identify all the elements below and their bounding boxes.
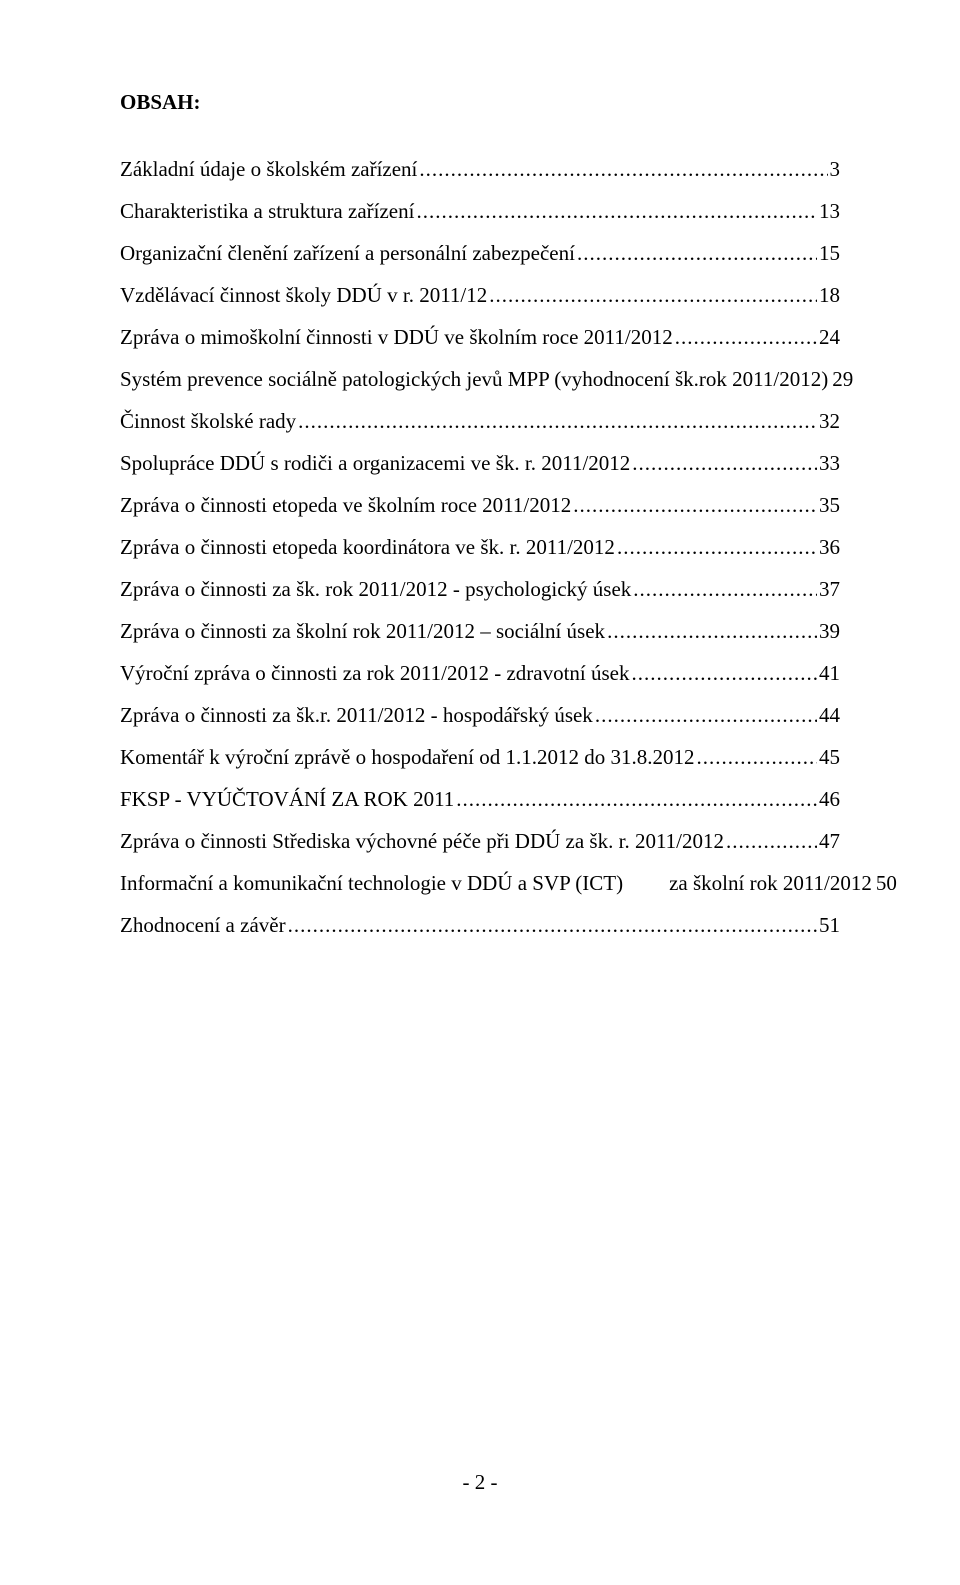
toc-entry-page: 24	[819, 325, 840, 350]
toc-entry-label: FKSP - VYÚČTOVÁNÍ ZA ROK 2011	[120, 787, 454, 812]
toc-entry-page: 35	[819, 493, 840, 518]
toc-entry-label: Zpráva o činnosti za šk.r. 2011/2012 - h…	[120, 703, 593, 728]
toc-entry-label: Zpráva o činnosti Střediska výchovné péč…	[120, 829, 724, 854]
document-page: OBSAH: Základní údaje o školském zařízen…	[0, 0, 960, 1585]
toc-entry: Zpráva o mimoškolní činnosti v DDÚ ve šk…	[120, 325, 840, 350]
toc-entry: Informační a komunikační technologie v D…	[120, 871, 840, 896]
toc-entry-label: Spolupráce DDÚ s rodiči a organizacemi v…	[120, 451, 630, 476]
toc-entry: Komentář k výroční zprávě o hospodaření …	[120, 745, 840, 770]
toc-entry-label: Zpráva o činnosti etopeda koordinátora v…	[120, 535, 615, 560]
toc-leader	[595, 703, 817, 728]
toc-entry-label: Činnost školské rady	[120, 409, 296, 434]
toc-leader	[617, 535, 817, 560]
toc-entry: Zhodnocení a závěr 51	[120, 913, 840, 938]
toc-entry-page: 13	[819, 199, 840, 224]
toc-entry: Vzdělávací činnost školy DDÚ v r. 2011/1…	[120, 283, 840, 308]
toc-leader	[456, 787, 817, 812]
toc-leader	[419, 157, 827, 182]
toc-entry-label: Zpráva o mimoškolní činnosti v DDÚ ve šk…	[120, 325, 673, 350]
toc-entry: Systém prevence sociálně patologických j…	[120, 367, 840, 392]
toc-entry-label: Zpráva o činnosti za šk. rok 2011/2012 -…	[120, 577, 631, 602]
toc-entry-label: Základní údaje o školském zařízení	[120, 157, 417, 182]
toc-leader	[675, 325, 817, 350]
toc-entry-label: Komentář k výroční zprávě o hospodaření …	[120, 745, 694, 770]
toc-entry-label: Informační a komunikační technologie v D…	[120, 871, 872, 896]
toc-entry-page: 15	[819, 241, 840, 266]
toc-entry: Základní údaje o školském zařízení 3	[120, 157, 840, 182]
toc-entry: Organizační členění zařízení a personáln…	[120, 241, 840, 266]
toc-entry-page: 44	[819, 703, 840, 728]
toc-entry-page: 3	[830, 157, 841, 182]
toc-entry-page: 37	[819, 577, 840, 602]
toc-leader	[696, 745, 817, 770]
toc-leader	[632, 661, 818, 686]
toc-entry: Zpráva o činnosti Střediska výchovné péč…	[120, 829, 840, 854]
toc-entry: Zpráva o činnosti za šk. rok 2011/2012 -…	[120, 577, 840, 602]
toc-leader	[607, 619, 817, 644]
toc-entry-label: Zpráva o činnosti za školní rok 2011/201…	[120, 619, 605, 644]
toc-entry-page: 46	[819, 787, 840, 812]
toc-leader	[577, 241, 817, 266]
toc-entry-page: 36	[819, 535, 840, 560]
toc-entry: Spolupráce DDÚ s rodiči a organizacemi v…	[120, 451, 840, 476]
toc-entry-label-part2: za školní rok 2011/2012	[669, 871, 872, 895]
page-number: - 2 -	[0, 1470, 960, 1495]
toc-entry-label: Zhodnocení a závěr	[120, 913, 286, 938]
table-of-contents: Základní údaje o školském zařízení 3 Cha…	[120, 157, 840, 938]
toc-entry-page: 29	[832, 367, 853, 392]
toc-entry: FKSP - VYÚČTOVÁNÍ ZA ROK 2011 46	[120, 787, 840, 812]
toc-entry: Zpráva o činnosti za školní rok 2011/201…	[120, 619, 840, 644]
toc-entry: Činnost školské rady 32	[120, 409, 840, 434]
toc-leader	[298, 409, 817, 434]
toc-leader	[632, 451, 817, 476]
toc-entry-page: 32	[819, 409, 840, 434]
toc-entry-page: 50	[876, 871, 897, 896]
toc-entry-page: 33	[819, 451, 840, 476]
page-title: OBSAH:	[120, 90, 840, 115]
toc-entry-page: 39	[819, 619, 840, 644]
toc-leader	[573, 493, 817, 518]
toc-entry-label: Zpráva o činnosti etopeda ve školním roc…	[120, 493, 571, 518]
toc-entry: Výroční zpráva o činnosti za rok 2011/20…	[120, 661, 840, 686]
toc-entry-label: Výroční zpráva o činnosti za rok 2011/20…	[120, 661, 630, 686]
toc-entry-page: 18	[819, 283, 840, 308]
toc-entry: Charakteristika a struktura zařízení 13	[120, 199, 840, 224]
toc-entry-label: Charakteristika a struktura zařízení	[120, 199, 414, 224]
toc-entry-page: 51	[819, 913, 840, 938]
toc-entry: Zpráva o činnosti za šk.r. 2011/2012 - h…	[120, 703, 840, 728]
toc-leader	[288, 913, 817, 938]
toc-entry-page: 47	[819, 829, 840, 854]
toc-entry-page: 45	[819, 745, 840, 770]
toc-entry-label: Systém prevence sociálně patologických j…	[120, 367, 828, 392]
toc-leader	[726, 829, 817, 854]
toc-leader	[416, 199, 817, 224]
toc-leader	[489, 283, 817, 308]
toc-entry-label-part1: Informační a komunikační technologie v D…	[120, 871, 623, 895]
toc-entry: Zpráva o činnosti etopeda koordinátora v…	[120, 535, 840, 560]
toc-entry: Zpráva o činnosti etopeda ve školním roc…	[120, 493, 840, 518]
toc-entry-label: Vzdělávací činnost školy DDÚ v r. 2011/1…	[120, 283, 487, 308]
toc-leader	[633, 577, 817, 602]
toc-entry-page: 41	[819, 661, 840, 686]
toc-entry-label: Organizační členění zařízení a personáln…	[120, 241, 575, 266]
